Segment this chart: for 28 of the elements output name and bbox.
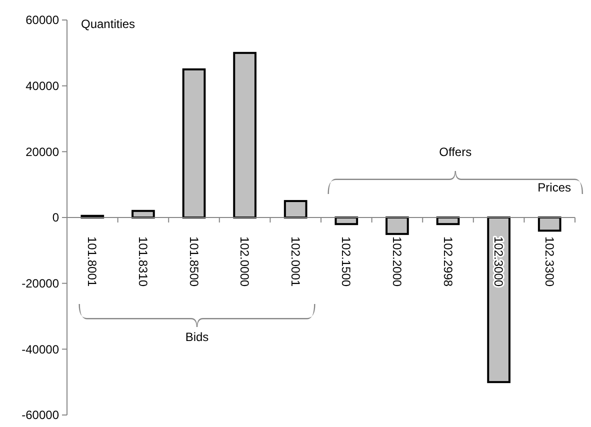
annotation: Offers (439, 145, 472, 160)
y-tick-label: -20000 (22, 276, 60, 291)
x-tick-label: 101.8310 (136, 236, 150, 287)
x-tick-label: 102.1500 (339, 236, 354, 287)
x-tick-label: 102.0001 (288, 236, 302, 287)
y-tick-label: -60000 (22, 408, 60, 422)
y-tick-label: 20000 (26, 144, 60, 159)
x-tick-label: 101.8001 (85, 236, 100, 287)
y-tick-label: 40000 (26, 79, 60, 94)
bar (132, 210, 155, 218)
x-tick-label: 102.2000 (390, 236, 404, 287)
y-tick-label: 60000 (26, 13, 60, 28)
x-tick-label: 102.3300 (542, 236, 556, 287)
x-tick-label: 102.3000 (492, 236, 506, 287)
bar (182, 68, 206, 218)
bar (233, 52, 256, 218)
y-tick-label: -40000 (22, 342, 60, 356)
x-tick-label: 101.8500 (186, 236, 201, 287)
x-axis-title: Prices (538, 180, 571, 194)
y-axis-title: Quantities (81, 17, 136, 32)
bar (284, 200, 308, 218)
bar (386, 216, 409, 235)
annotation: Bids (185, 330, 209, 344)
bar (334, 216, 358, 226)
bar (538, 216, 562, 232)
x-tick-label: 102.2998 (440, 236, 455, 287)
y-tick-label: 0 (52, 210, 60, 225)
x-tick-label: 102.0000 (238, 236, 252, 287)
